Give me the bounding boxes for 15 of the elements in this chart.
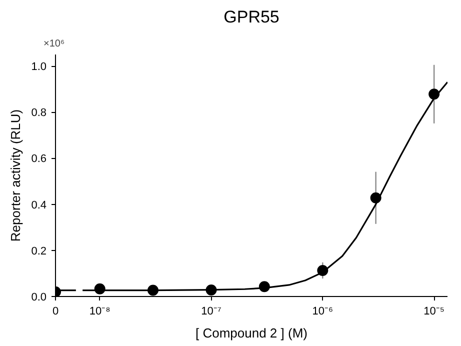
x-tick-label: 0	[52, 306, 59, 318]
chart-title: GPR55	[224, 8, 280, 26]
x-tick-label: 10⁻⁷	[201, 306, 222, 318]
x-tick-label: 10⁻⁸	[89, 306, 110, 318]
y-tick-label: 0.6	[31, 153, 47, 166]
y-axis-title: Reporter activity (RLU)	[8, 109, 24, 242]
x-axis-title: [ Compound 2 ] (M)	[196, 326, 308, 340]
x-tick-label: 10⁻⁵	[424, 306, 444, 318]
text: ×10⁶	[44, 38, 65, 50]
y-tick-label: 0.4	[31, 199, 47, 212]
y-tick-label: 0.8	[31, 107, 47, 120]
y-tick-label: 1.0	[31, 61, 47, 74]
y-tick-label: 0.0	[31, 292, 47, 304]
x-tick-label: 10⁻⁶	[312, 306, 334, 318]
y-tick-label: 0.2	[31, 245, 47, 258]
